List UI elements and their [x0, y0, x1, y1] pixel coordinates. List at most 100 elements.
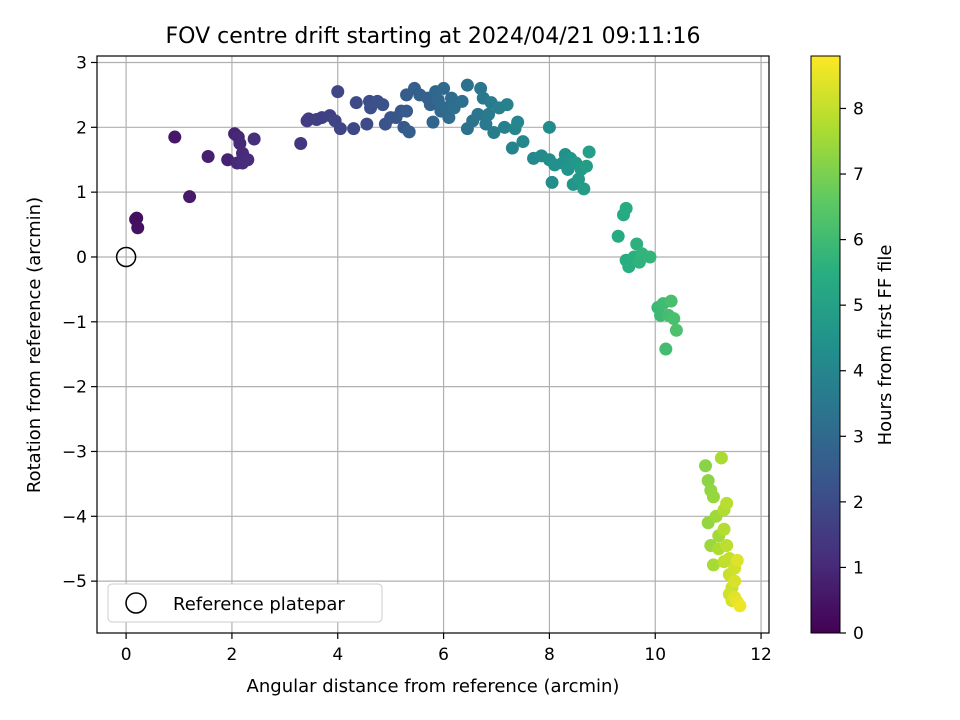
data-point [437, 81, 451, 95]
y-tick-label: −3 [62, 442, 87, 462]
data-point [333, 122, 347, 136]
y-tick-label: −4 [62, 507, 87, 527]
x-axis-label: Angular distance from reference (arcmin) [247, 676, 620, 697]
data-point [497, 120, 511, 134]
legend-marker-icon [125, 592, 147, 614]
data-point [131, 221, 145, 235]
data-point [516, 135, 530, 149]
x-ticks: 0 2 4 6 8 10 12 [121, 633, 772, 665]
reference-point-marker [115, 246, 137, 268]
data-point [733, 599, 747, 613]
data-point [582, 145, 596, 159]
data-point [247, 132, 261, 146]
data-point [241, 153, 255, 167]
colorbar-tick-label: 5 [853, 296, 864, 316]
data-point [471, 107, 485, 121]
data-point [482, 107, 496, 121]
data-point [659, 342, 673, 356]
legend-box [107, 583, 383, 623]
x-tick-label: 10 [644, 645, 666, 665]
x-tick-label: 4 [332, 645, 343, 665]
x-tick-label: 2 [227, 645, 238, 665]
colorbar-ticks: 0 1 2 3 4 5 6 7 8 [840, 99, 864, 644]
data-point [431, 93, 445, 107]
colorbar-tick-label: 7 [853, 165, 864, 185]
data-point [487, 126, 501, 140]
data-point [455, 94, 469, 108]
data-point [294, 137, 308, 151]
data-point [445, 91, 459, 105]
y-tick-label: −5 [62, 572, 87, 592]
x-tick-label: 6 [438, 645, 449, 665]
data-point [720, 538, 734, 552]
data-point [130, 211, 144, 225]
colorbar-label: Hours from first FF file [875, 245, 896, 446]
legend: Reference platepar [107, 583, 383, 623]
data-points [115, 78, 747, 613]
data-point [699, 459, 713, 473]
colorbar-tick-label: 4 [853, 362, 864, 382]
data-point [500, 98, 514, 112]
data-point [347, 122, 361, 136]
data-point [622, 260, 636, 274]
data-point [474, 81, 488, 95]
data-point [331, 85, 345, 99]
data-point [349, 96, 363, 110]
data-point [717, 522, 731, 536]
x-tick-label: 0 [121, 645, 132, 665]
data-point [360, 117, 374, 131]
x-tick-label: 8 [544, 645, 555, 665]
data-point [579, 159, 593, 173]
data-point [630, 237, 644, 251]
data-point [376, 98, 390, 112]
data-point [168, 130, 182, 144]
colorbar-tick-label: 3 [853, 427, 864, 447]
y-tick-label: −2 [62, 378, 87, 398]
data-point [706, 490, 720, 504]
data-point [542, 120, 556, 134]
y-tick-label: 2 [76, 118, 87, 138]
data-point [233, 137, 247, 151]
colorbar: 0 1 2 3 4 5 6 7 8 Hours from first FF file [810, 55, 896, 644]
data-point [183, 190, 197, 204]
grid [97, 56, 769, 633]
data-point [201, 149, 215, 163]
data-point [669, 323, 683, 337]
chart-title: FOV centre drift starting at 2024/04/21 … [166, 24, 701, 49]
y-tick-label: −1 [62, 313, 87, 333]
data-point [667, 312, 681, 326]
colorbar-tick-label: 6 [853, 231, 864, 251]
legend-label: Reference platepar [173, 594, 345, 615]
data-point [572, 172, 586, 186]
data-point [701, 474, 715, 488]
data-point [460, 78, 474, 92]
colorbar-gradient [810, 55, 841, 634]
data-point [664, 294, 678, 308]
data-point [577, 182, 591, 196]
data-point [706, 558, 720, 572]
data-point [511, 115, 525, 129]
y-tick-label: 0 [76, 248, 87, 268]
data-point [720, 496, 734, 510]
data-point [643, 250, 657, 264]
y-tick-label: 3 [76, 53, 87, 73]
data-point [479, 117, 493, 131]
data-point [545, 175, 559, 189]
data-point [728, 574, 742, 588]
x-tick-label: 12 [750, 645, 772, 665]
data-point [611, 229, 625, 243]
data-point [426, 115, 440, 129]
data-point [714, 451, 728, 465]
data-point [730, 553, 744, 567]
plot-frame [96, 55, 770, 634]
colorbar-tick-label: 0 [853, 624, 864, 644]
colorbar-tick-label: 8 [853, 99, 864, 119]
y-tick-label: 1 [76, 183, 87, 203]
data-point [505, 141, 519, 155]
data-point [400, 104, 414, 118]
colorbar-tick-label: 1 [853, 558, 864, 578]
data-point [442, 111, 456, 125]
data-point [619, 201, 633, 215]
colorbar-tick-label: 2 [853, 493, 864, 513]
